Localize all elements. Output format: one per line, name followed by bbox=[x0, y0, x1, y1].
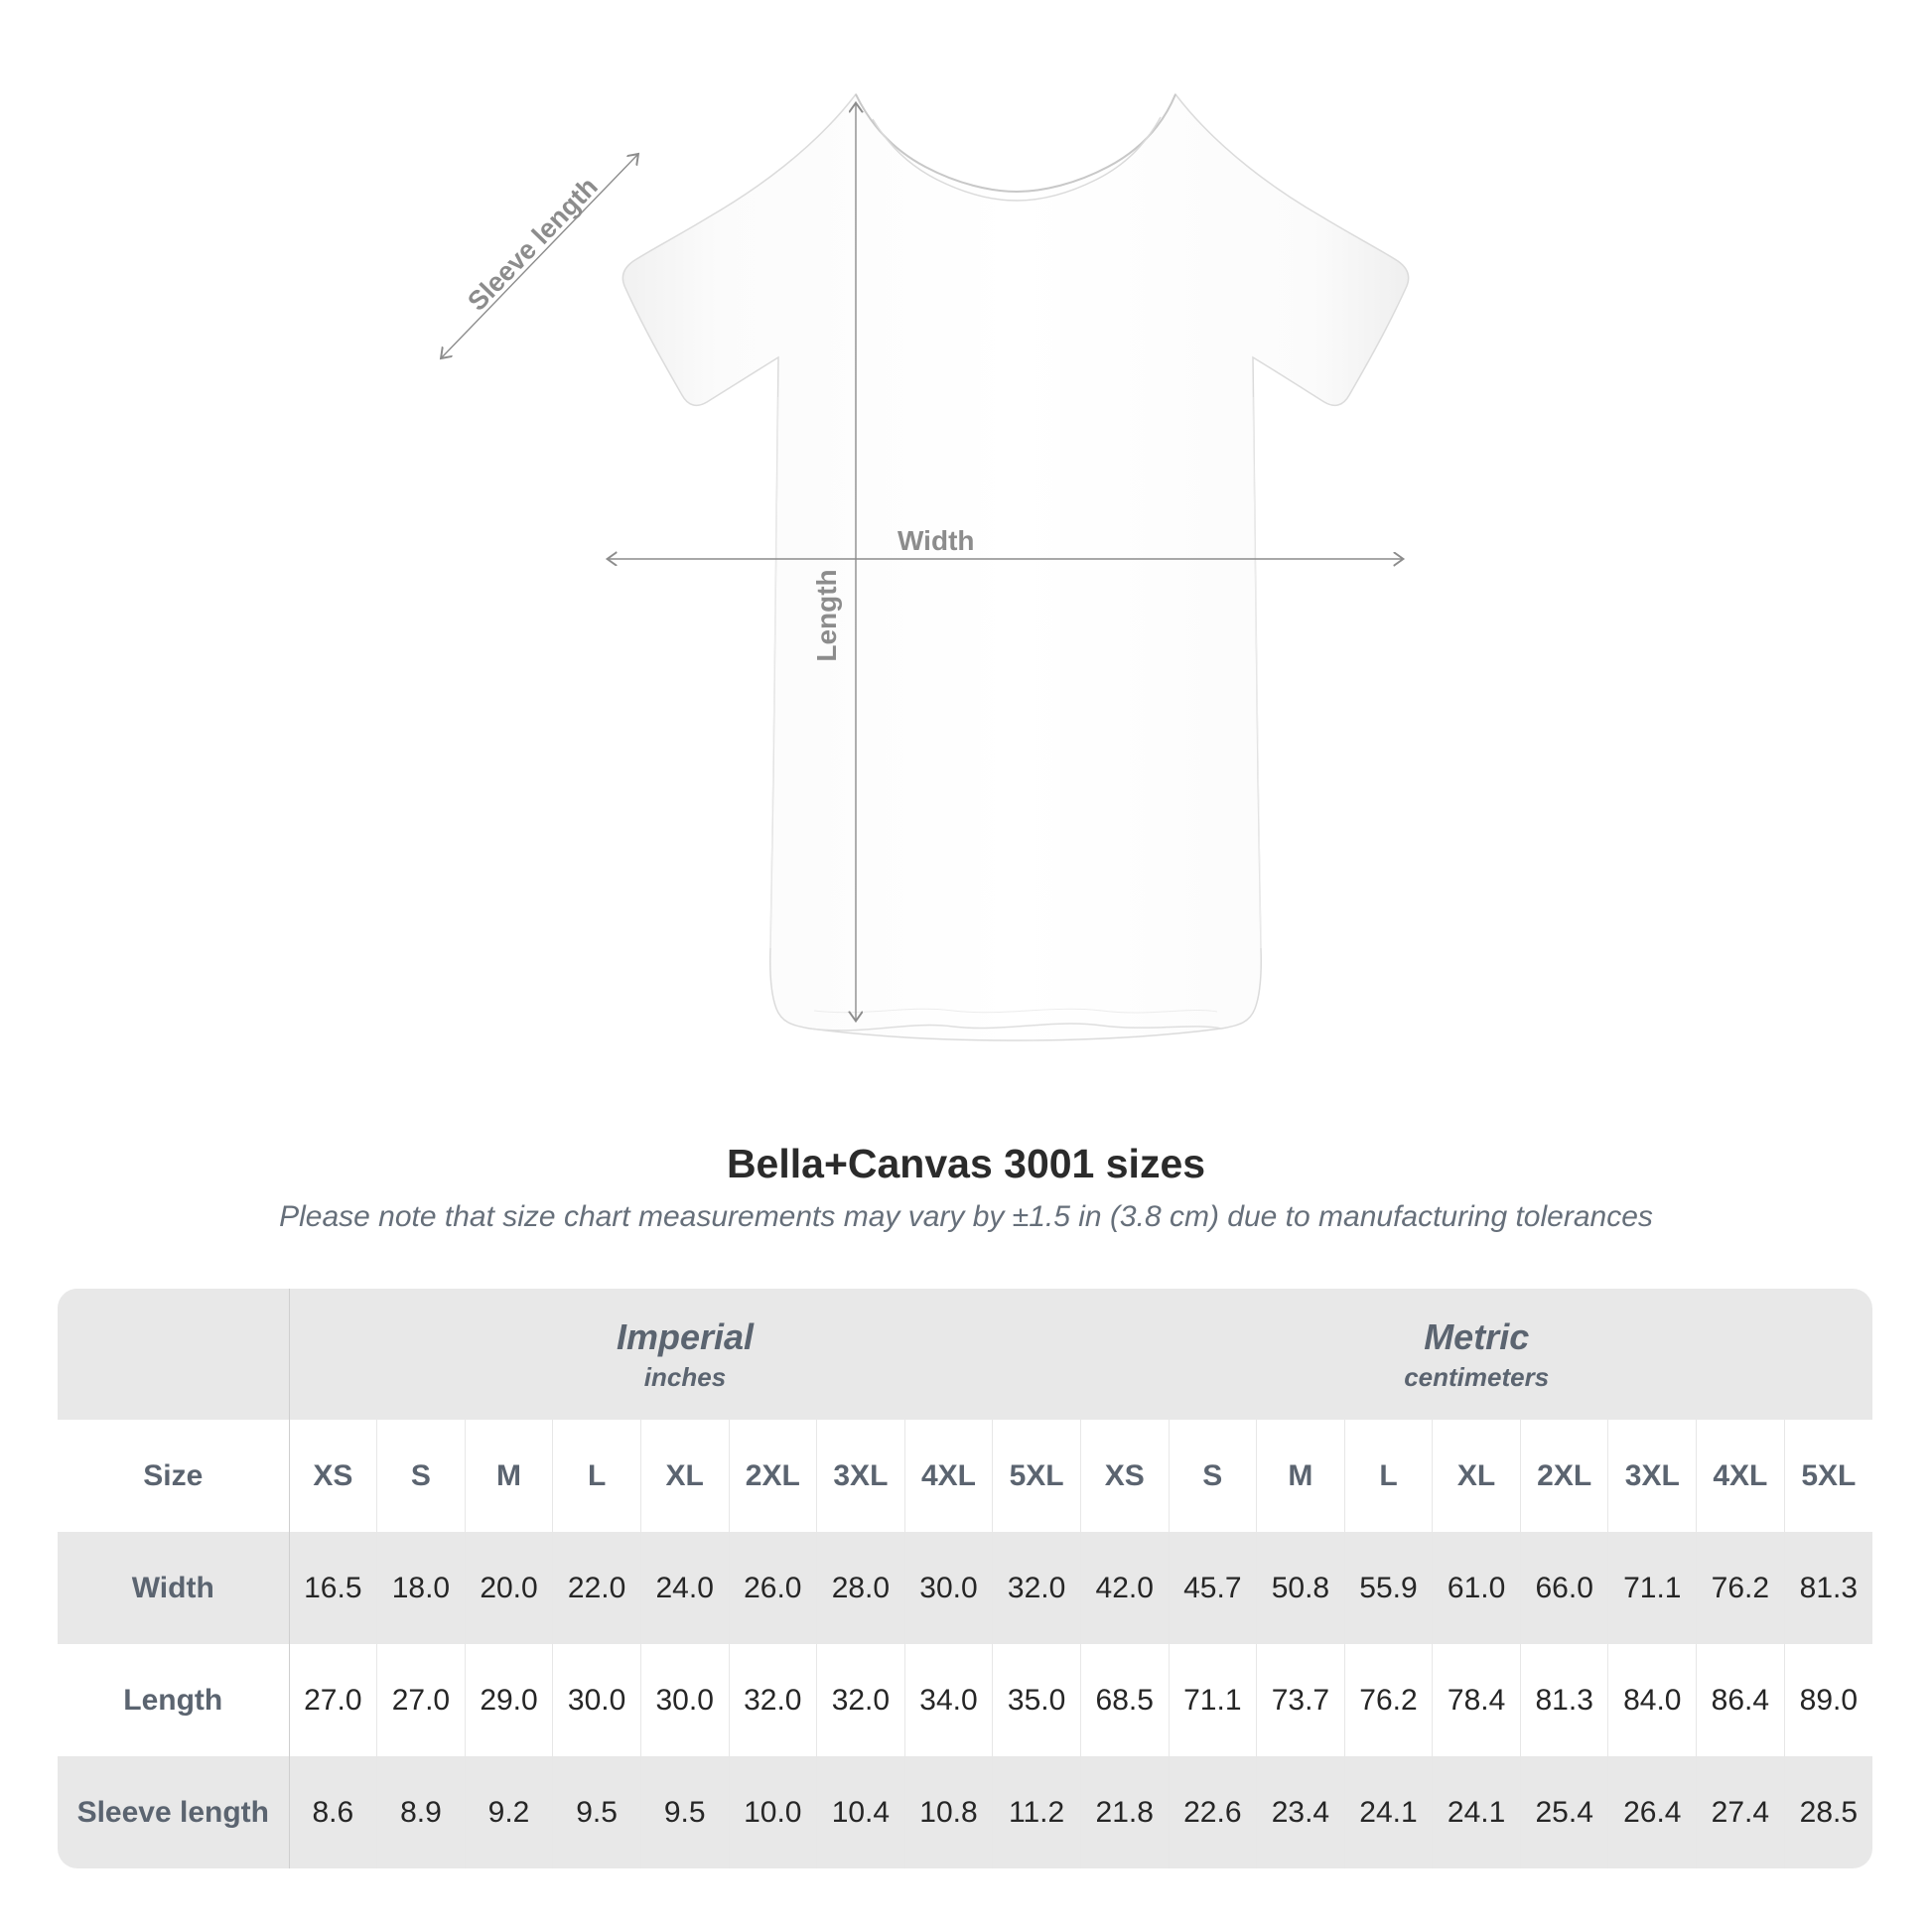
svg-text:Sleeve length: Sleeve length bbox=[462, 172, 604, 317]
svg-text:Width: Width bbox=[897, 525, 975, 556]
svg-text:Length: Length bbox=[811, 569, 842, 661]
